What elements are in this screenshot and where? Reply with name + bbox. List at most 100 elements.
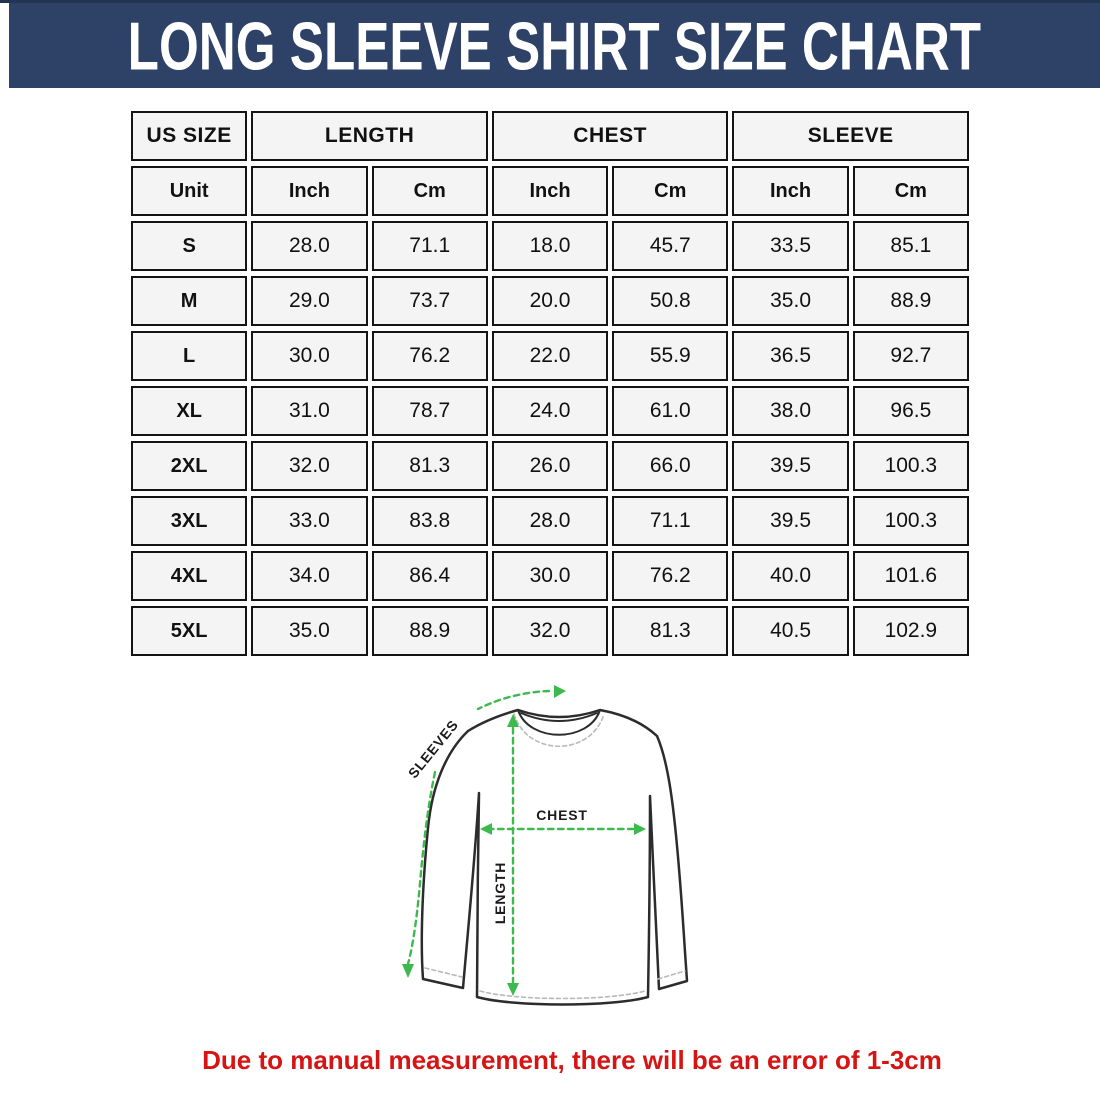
shirt-measurement-diagram: SLEEVES CHEST LENGTH (402, 685, 689, 1006)
size-table-body: S 28.0 71.1 18.0 45.7 33.5 85.1 M 29.0 73.7 20.0 50… (131, 221, 969, 656)
group-header-row: US SIZE LENGTH CHEST SLEEVE (131, 111, 969, 161)
title-banner: LONG SLEEVE SHIRT SIZE CHART (9, 3, 1100, 88)
left-cuff-stitch (424, 967, 463, 978)
measurement-value: 22.0 (491, 331, 609, 381)
length-cm-header: Cm (371, 166, 488, 216)
measurement-value: 30.0 (491, 551, 609, 601)
measurement-value: 39.5 (732, 496, 849, 546)
neck-stitch-line (513, 713, 605, 747)
measurement-value: 83.8 (371, 496, 488, 546)
measurement-value: 34.0 (251, 551, 368, 601)
length-label: LENGTH (492, 862, 508, 924)
measurement-value: 88.9 (371, 606, 488, 656)
table-row: 5XL 35.0 88.9 32.0 81.3 40.5 102.9 (131, 606, 969, 656)
header-sleeve: SLEEVE (732, 111, 969, 161)
measurement-value: 76.2 (612, 551, 729, 601)
hem-stitch-line (479, 990, 646, 1000)
measurement-value: 101.6 (852, 551, 969, 601)
measurement-value: 35.0 (732, 276, 849, 326)
page-title: LONG SLEEVE SHIRT SIZE CHART (127, 7, 982, 84)
shirt-outline (420, 708, 689, 1006)
table-row: XL 31.0 78.7 24.0 61.0 38.0 96.5 (131, 386, 969, 436)
measurement-value: 28.0 (491, 496, 609, 546)
measurement-value: 32.0 (491, 606, 609, 656)
measurement-value: 81.3 (612, 606, 729, 656)
table-row: 2XL 32.0 81.3 26.0 66.0 39.5 100.3 (131, 441, 969, 491)
table-row: 4XL 34.0 86.4 30.0 76.2 40.0 101.6 (131, 551, 969, 601)
measurement-value: 88.9 (852, 276, 969, 326)
measurement-value: 55.9 (612, 331, 729, 381)
sleeves-arrowhead-down (402, 964, 414, 978)
size-label: S (131, 221, 248, 271)
size-label: 5XL (131, 606, 248, 656)
size-label: 2XL (131, 441, 248, 491)
right-cuff-stitch (657, 970, 686, 980)
size-label: L (131, 331, 248, 381)
chest-arrowhead-right (634, 823, 646, 835)
size-label: 3XL (131, 496, 248, 546)
measurement-value: 35.0 (251, 606, 368, 656)
sleeve-cm-header: Cm (852, 166, 969, 216)
sleeves-arrow-lower (406, 770, 437, 966)
measurement-disclaimer: Due to manual measurement, there will be… (202, 1045, 942, 1075)
unit-header-row: Unit Inch Cm Inch Cm Inch Cm (131, 166, 969, 216)
measurement-value: 18.0 (491, 221, 609, 271)
measurement-value: 32.0 (251, 441, 368, 491)
length-arrowhead-up (507, 714, 519, 727)
header-us-size: US SIZE (131, 111, 248, 161)
measurement-value: 76.2 (371, 331, 488, 381)
length-inch-header: Inch (251, 166, 368, 216)
front-neckline (517, 709, 601, 736)
measurement-value: 26.0 (491, 441, 609, 491)
measurement-value: 50.8 (612, 276, 729, 326)
measurement-value: 39.5 (732, 441, 849, 491)
chest-cm-header: Cm (612, 166, 729, 216)
sleeve-inch-header: Inch (732, 166, 849, 216)
table-row: 3XL 33.0 83.8 28.0 71.1 39.5 100.3 (131, 496, 969, 546)
measurement-value: 33.0 (251, 496, 368, 546)
measurement-value: 30.0 (251, 331, 368, 381)
measurement-value: 92.7 (852, 331, 969, 381)
measurement-value: 78.7 (371, 386, 488, 436)
size-label: XL (131, 386, 248, 436)
size-label: M (131, 276, 248, 326)
header-chest: CHEST (491, 111, 729, 161)
measurement-value: 38.0 (732, 386, 849, 436)
header-length: LENGTH (251, 111, 488, 161)
unit-label: Unit (131, 166, 248, 216)
chest-label: CHEST (536, 807, 587, 823)
measurement-value: 66.0 (612, 441, 729, 491)
size-label: 4XL (131, 551, 248, 601)
top-stripe (0, 0, 1100, 3)
measurement-value: 102.9 (852, 606, 969, 656)
chest-inch-header: Inch (491, 166, 609, 216)
measurement-value: 96.5 (852, 386, 969, 436)
measurement-value: 28.0 (251, 221, 368, 271)
measurement-value: 29.0 (251, 276, 368, 326)
measurement-value: 81.3 (371, 441, 488, 491)
collar-band (520, 712, 598, 722)
length-arrowhead-down (507, 983, 519, 996)
measurement-value: 100.3 (852, 441, 969, 491)
measurement-value: 71.1 (612, 496, 729, 546)
measurement-value: 40.5 (732, 606, 849, 656)
measurement-value: 36.5 (732, 331, 849, 381)
measurement-value: 24.0 (491, 386, 609, 436)
sleeves-arrow (476, 689, 551, 711)
size-table: US SIZE LENGTH CHEST SLEEVE Unit Inch Cm… (127, 106, 973, 661)
measurement-value: 20.0 (491, 276, 609, 326)
measurement-value: 100.3 (852, 496, 969, 546)
measurement-value: 85.1 (852, 221, 969, 271)
chest-arrowhead-left (480, 823, 492, 835)
table-row: L 30.0 76.2 22.0 55.9 36.5 92.7 (131, 331, 969, 381)
measurement-value: 40.0 (732, 551, 849, 601)
table-row: M 29.0 73.7 20.0 50.8 35.0 88.9 (131, 276, 969, 326)
measurement-value: 31.0 (251, 386, 368, 436)
measurement-value: 45.7 (612, 221, 729, 271)
measurement-value: 61.0 (612, 386, 729, 436)
measurement-value: 86.4 (371, 551, 488, 601)
measurement-value: 33.5 (732, 221, 849, 271)
sleeves-arrowhead-right (554, 685, 566, 698)
measurement-value: 71.1 (371, 221, 488, 271)
